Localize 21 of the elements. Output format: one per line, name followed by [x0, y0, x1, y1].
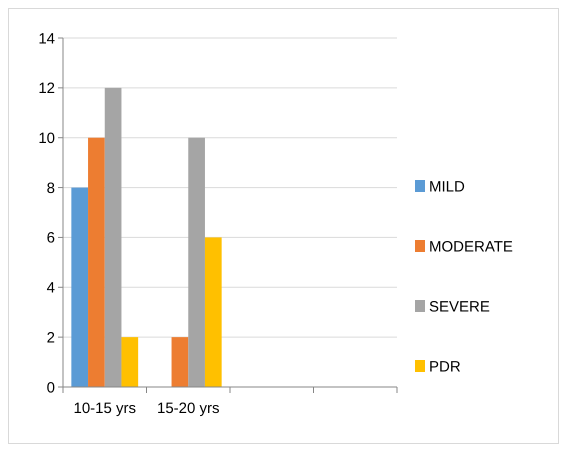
y-tick-label: 0: [46, 379, 55, 396]
y-tick-label: 6: [46, 230, 55, 247]
bar: [188, 138, 205, 387]
y-tick-label: 10: [38, 130, 55, 147]
y-tick-label: 8: [46, 180, 55, 197]
y-tick-label: 14: [38, 30, 55, 48]
legend-label: SEVERE: [429, 298, 490, 316]
bar: [104, 88, 122, 387]
bar: [71, 188, 88, 387]
y-tick-label: 2: [46, 329, 55, 346]
y-tick-label: 12: [38, 80, 55, 98]
bar: [204, 237, 222, 387]
legend-label: MODERATE: [429, 238, 513, 256]
legend-label: PDR: [429, 358, 461, 376]
x-tick-label: 10-15 yrs: [73, 400, 136, 417]
legend-label: MILD: [429, 178, 466, 196]
x-tick-label: 15-20 yrs: [156, 400, 220, 417]
bar: [172, 337, 188, 387]
bar: [88, 138, 105, 387]
y-tick-label: 4: [46, 280, 55, 297]
bar: [121, 337, 138, 387]
